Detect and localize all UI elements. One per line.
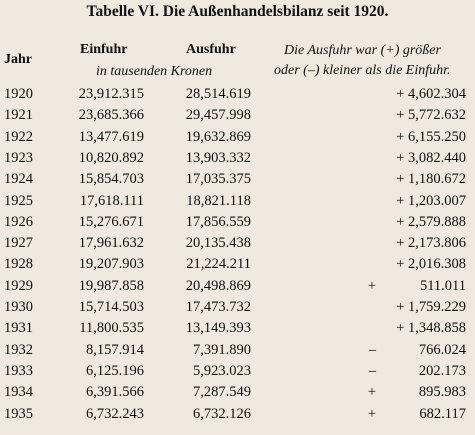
table-row: 1925 17,618.111 18,821.118 + 1,203.007 [0,193,475,214]
cell-export: 6,732.126 [193,405,251,422]
cell-year: 1929 [4,277,33,294]
cell-import: 15,854.703 [78,171,144,188]
cell-difference: 895.983 [418,384,466,401]
cell-year: 1921 [4,107,33,124]
cell-difference: 511.011 [419,277,466,294]
cell-import: 17,618.111 [79,192,144,209]
table-row: 1928 19,207.903 21,224.211 + 2,016.308 [0,256,475,277]
cell-year: 1924 [4,171,33,188]
cell-year: 1932 [4,341,33,358]
cell-export: 17,035.375 [185,171,251,188]
cell-year: 1923 [4,149,33,166]
cell-export: 17,856.559 [185,213,251,230]
cell-difference: + 5,772.632 [396,107,466,124]
cell-export: 20,498.869 [185,277,251,294]
table-row: 1933 6,125.196 5,923.023 – 202.173 [0,363,475,384]
cell-year: 1933 [4,362,33,379]
header-diff-line1: Die Ausfuhr war (+) größer [284,43,441,58]
cell-import: 6,732.243 [86,405,144,422]
cell-year: 1934 [4,384,33,401]
cell-year: 1922 [4,128,33,145]
cell-year: 1930 [4,299,33,315]
cell-sign: + [367,277,376,294]
table-row: 1927 17,961.632 20,135.438 + 2,173.806 [0,235,475,256]
cell-import: 10,820.892 [78,149,144,166]
cell-sign: – [368,341,376,358]
header-year: Jahr [4,52,32,67]
cell-import: 15,276.671 [78,213,144,230]
cell-import: 13,477.619 [78,128,144,145]
cell-sign: – [368,362,376,379]
cell-import: 19,987.858 [78,277,144,294]
table-row: 1932 8,157.914 7,391.890 – 766.024 [0,342,475,363]
table-row: 1926 15,276.671 17,856.559 + 2,579.888 [0,214,475,235]
cell-export: 13,903.332 [185,149,251,166]
cell-import: 15,714.503 [78,299,144,315]
cell-difference: + 6,155.250 [396,128,466,145]
cell-difference: + 1,180.672 [396,171,466,188]
cell-difference: + 2,016.308 [396,256,466,273]
cell-year: 1920 [4,86,33,102]
cell-difference: 682.117 [419,405,466,422]
cell-import: 8,157.914 [86,341,144,358]
cell-export: 29,457.998 [185,107,251,124]
cell-difference: 766.024 [418,341,466,358]
cell-import: 23,912.315 [78,86,144,102]
cell-difference: + 2,579.888 [396,213,466,230]
table-row: 1920 23,912.315 28,514.619 + 4,602.304 [0,86,475,107]
table-row: 1930 15,714.503 17,473.732 + 1,759.229 [0,299,475,320]
cell-import: 19,207.903 [78,256,144,273]
cell-export: 28,514.619 [185,86,251,102]
table-row: 1935 6,732.243 6,732.126 +682.117 [0,406,475,427]
cell-export: 20,135.438 [185,235,251,252]
cell-difference: + 2,173.806 [396,235,466,252]
cell-year: 1925 [4,192,33,209]
table-row: 1934 6,391.566 7,287.549 +895.983 [0,384,475,405]
cell-import: 17,961.632 [78,235,144,252]
header-diff-line2: oder (–) kleiner als die Einfuhr. [274,63,451,78]
cell-difference: + 1,759.229 [396,299,466,315]
cell-import: 6,125.196 [86,362,144,379]
table-row: 1921 23,685.366 29,457.998 + 5,772.632 [0,107,475,128]
cell-export: 7,287.549 [193,384,251,401]
cell-difference: + 4,602.304 [396,86,466,102]
table-row: 1923 10,820.892 13,903.332 + 3,082.440 [0,150,475,171]
cell-export: 7,391.890 [193,341,251,358]
header-import: Einfuhr [80,42,128,57]
cell-difference: 202.173 [418,362,466,379]
header-export: Ausfuhr [186,42,236,57]
cell-import: 11,800.535 [79,320,144,337]
cell-import: 23,685.366 [78,107,144,124]
cell-export: 21,224.211 [186,256,251,273]
cell-export: 19,632.869 [185,128,251,145]
table-row: 1924 15,854.703 17,035.375 + 1,180.672 [0,171,475,192]
cell-difference: + 1,348.858 [396,320,466,337]
cell-sign: + [367,384,376,401]
cell-export: 18,821.118 [186,192,251,209]
cell-year: 1926 [4,213,33,230]
cell-import: 6,391.566 [86,384,144,401]
cell-sign: + [367,405,376,422]
cell-difference: + 3,082.440 [396,149,466,166]
table-title: Tabelle VI. Die Außenhandelsbilanz seit … [86,3,389,20]
cell-export: 5,923.023 [193,362,251,379]
table-row: 1922 13,477.619 19,632.869 + 6,155.250 [0,129,475,150]
cell-year: 1931 [4,320,33,337]
table-row: 1931 11,800.535 13,149.393 + 1,348.858 [0,320,475,341]
cell-year: 1927 [4,235,33,252]
cell-year: 1935 [4,405,33,422]
cell-export: 17,473.732 [185,299,251,315]
header-unit: in tausenden Kronen [96,64,213,79]
cell-difference: + 1,203.007 [396,192,466,209]
cell-year: 1928 [4,256,33,273]
table-row: 1929 19,987.858 20,498.869 +511.011 [0,278,475,299]
cell-export: 13,149.393 [185,320,251,337]
